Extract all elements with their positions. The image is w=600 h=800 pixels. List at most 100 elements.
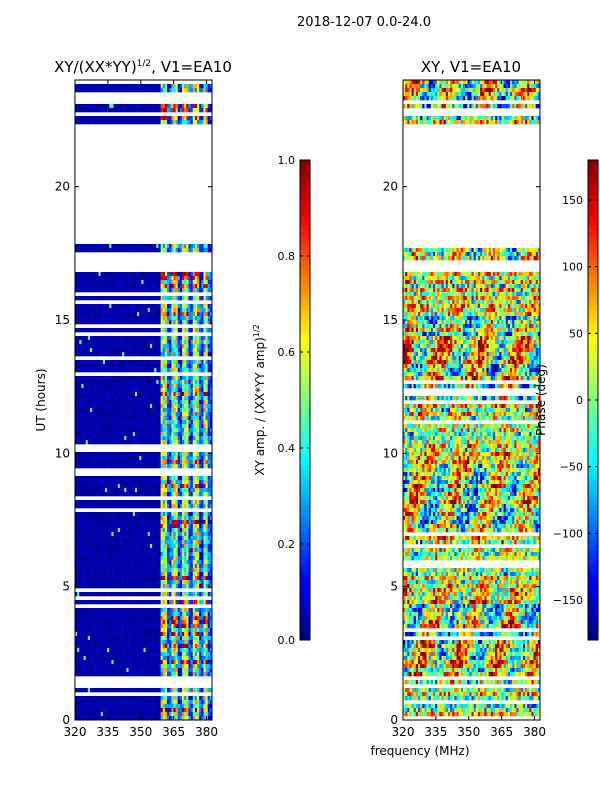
heatmap-cell — [132, 440, 136, 445]
heatmap-cell — [167, 432, 170, 437]
heatmap-cell — [194, 432, 198, 437]
heatmap-cell — [115, 388, 119, 393]
heatmap-cell — [119, 492, 123, 497]
heatmap-cell — [102, 88, 106, 93]
heatmap-cell — [104, 308, 108, 313]
heatmap-cell — [143, 88, 146, 93]
heatmap-cell — [173, 548, 176, 553]
heatmap-cell — [156, 396, 159, 401]
heatmap-cell — [102, 540, 106, 545]
heatmap-cell — [122, 500, 125, 505]
heatmap-cell — [201, 600, 204, 605]
heatmap-cell — [175, 424, 179, 429]
heatmap-cell — [85, 400, 89, 405]
heatmap-cell — [158, 460, 161, 465]
heatmap-cell — [87, 404, 91, 409]
heatmap-cell — [102, 308, 106, 313]
heatmap-cell — [115, 404, 119, 409]
heatmap-cell — [107, 316, 110, 321]
heatmap-cell — [98, 436, 101, 441]
heatmap-cell — [203, 120, 206, 125]
heatmap-cell — [124, 380, 127, 385]
heatmap-cell — [134, 340, 138, 345]
heatmap-cell — [117, 360, 121, 365]
heatmap-cell — [173, 592, 176, 597]
heatmap-cell — [126, 308, 129, 313]
heatmap-cell — [173, 396, 176, 401]
heatmap-cell — [85, 492, 89, 497]
heatmap-cell — [145, 440, 149, 445]
heatmap-cell — [100, 352, 104, 357]
heatmap-cell — [167, 520, 170, 525]
heatmap-cell — [143, 352, 146, 357]
heatmap-cell — [197, 84, 200, 89]
heatmap-cell — [207, 504, 211, 509]
heatmap-cell — [171, 376, 174, 381]
heatmap-cell — [171, 500, 174, 505]
heatmap-cell — [126, 348, 129, 353]
heatmap-cell — [124, 280, 127, 285]
heatmap-cell — [158, 420, 161, 425]
heatmap-cell — [117, 540, 121, 545]
heatmap-cell — [96, 408, 99, 413]
heatmap-cell — [143, 120, 146, 125]
heatmap-cell — [154, 280, 157, 285]
heatmap-cell — [190, 436, 194, 441]
heatmap-cell — [109, 380, 112, 385]
heatmap-cell — [156, 296, 159, 301]
heatmap-cell — [87, 328, 91, 333]
heatmap-cell — [173, 416, 176, 421]
heatmap-cell — [175, 528, 179, 533]
heatmap-cell — [141, 336, 144, 341]
heatmap-cell — [141, 404, 144, 409]
heatmap-cell — [134, 504, 138, 509]
heatmap-cell — [188, 464, 191, 469]
heatmap-cell — [201, 304, 204, 309]
heatmap-cell — [197, 540, 200, 545]
heatmap-cell — [182, 400, 185, 405]
heatmap-cell — [188, 504, 191, 509]
heatmap-cell — [149, 592, 153, 597]
heatmap-cell — [156, 460, 159, 465]
heatmap-cell — [117, 340, 121, 345]
heatmap-cell — [75, 420, 78, 425]
heatmap-cell — [160, 344, 164, 349]
heatmap-cell — [104, 560, 108, 565]
heatmap-cell — [205, 440, 209, 445]
heatmap-cell — [111, 392, 114, 397]
heatmap-cell — [194, 572, 198, 577]
heatmap-cell — [162, 580, 166, 585]
heatmap-cell — [100, 360, 104, 365]
heatmap-cell — [182, 552, 185, 557]
heatmap-cell — [197, 248, 200, 253]
heatmap-cell — [77, 380, 80, 385]
heatmap-cell — [169, 456, 172, 461]
heatmap-cell — [137, 572, 140, 577]
heatmap-cell — [132, 492, 136, 497]
heatmap-cell — [92, 304, 95, 309]
heatmap-cell — [171, 600, 174, 605]
heatmap-cell — [190, 348, 194, 353]
heatmap-cell — [94, 576, 97, 581]
heatmap-cell — [145, 116, 149, 121]
heatmap-cell — [128, 540, 131, 545]
heatmap-cell — [137, 360, 140, 365]
heatmap-cell — [145, 296, 149, 301]
heatmap-cell — [169, 488, 172, 493]
heatmap-cell — [156, 440, 159, 445]
heatmap-cell — [96, 480, 99, 485]
heatmap-cell — [169, 408, 172, 413]
heatmap-cell — [109, 452, 112, 457]
heatmap-cell — [124, 524, 127, 529]
heatmap-cell — [149, 492, 153, 497]
heatmap-cell — [190, 280, 194, 285]
heatmap-cell — [96, 536, 99, 541]
heatmap-cell — [115, 380, 119, 385]
heatmap-cell — [160, 244, 164, 249]
heatmap-cell — [92, 584, 95, 589]
heatmap-cell — [177, 592, 181, 597]
heatmap-cell — [128, 276, 131, 281]
heatmap-cell — [98, 316, 101, 321]
heatmap-cell — [83, 564, 86, 569]
heatmap-cell — [115, 368, 119, 373]
